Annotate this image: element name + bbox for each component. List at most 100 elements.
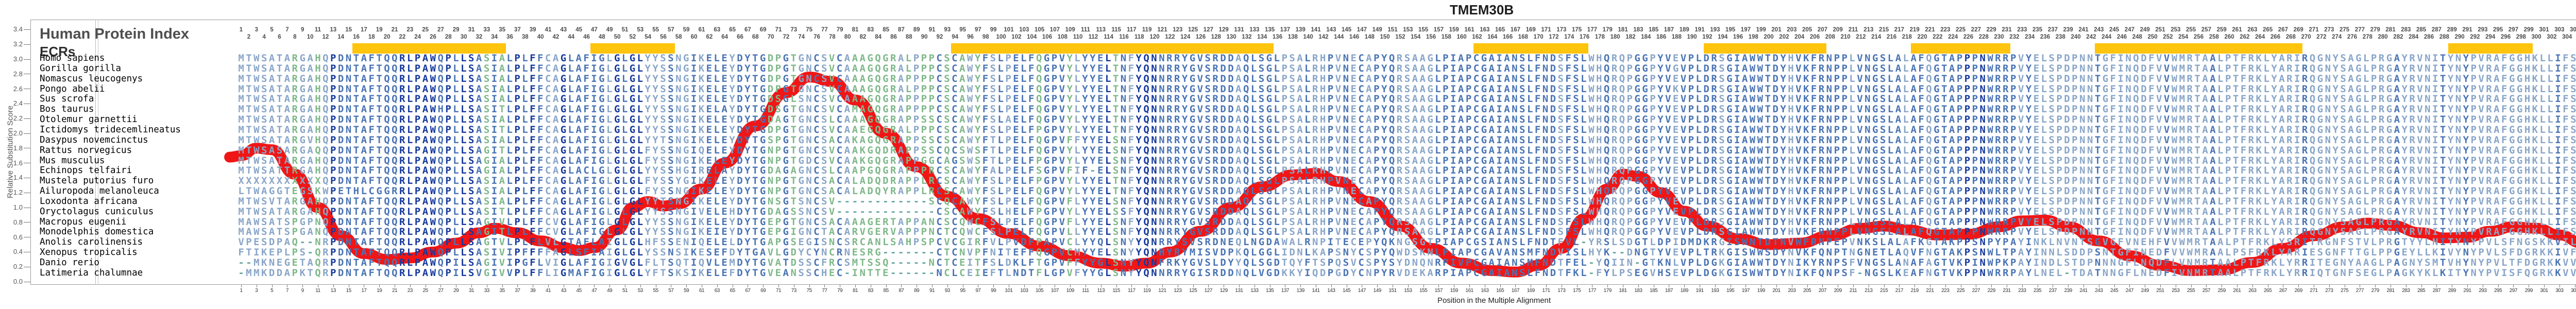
x-tick: [1807, 285, 1808, 287]
ecr-bar: [352, 43, 506, 54]
x-tick: [763, 285, 764, 287]
x-tick-label: 227: [1972, 288, 1980, 294]
top-ruler-number: 88: [905, 33, 912, 40]
top-ruler-number: 178: [1595, 33, 1605, 40]
x-tick-label: 105: [1036, 288, 1044, 294]
x-tick: [1638, 285, 1639, 287]
top-ruler-number: 293: [2478, 27, 2488, 33]
y-tick-label: 2.4: [13, 99, 23, 108]
x-tick-label: 193: [1711, 288, 1719, 294]
top-ruler-number: 80: [844, 33, 851, 40]
species-label: Gorilla gorilla: [40, 63, 122, 74]
top-ruler-number: 262: [2240, 33, 2250, 40]
top-ruler-number: 218: [1902, 33, 1912, 40]
species-label: Ailuropoda melanoleuca: [40, 186, 159, 197]
top-ruler-number: 157: [1433, 27, 1444, 33]
top-ruler-number: 237: [2047, 27, 2058, 33]
top-ruler-number: 215: [1879, 27, 1889, 33]
top-ruler-number: 25: [422, 27, 429, 33]
x-tick: [1162, 285, 1163, 287]
x-tick-label: 111: [1082, 288, 1089, 294]
top-ruler-number: 92: [936, 33, 943, 40]
top-ruler-number: 241: [2078, 27, 2089, 33]
top-ruler-number: 243: [2094, 27, 2104, 33]
top-ruler-number: 68: [752, 33, 759, 40]
top-ruler-number: 257: [2201, 27, 2211, 33]
top-ruler-number: 139: [1295, 27, 1306, 33]
y-tick-label: 1.6: [13, 159, 23, 167]
top-ruler-number: 183: [1633, 27, 1643, 33]
x-tick-label: 27: [438, 288, 444, 294]
x-tick-label: 131: [1235, 288, 1243, 294]
top-ruler-number: 185: [1649, 27, 1659, 33]
x-tick-label: 91: [929, 288, 935, 294]
species-label: Ictidomys tridecemlineatus: [40, 124, 181, 135]
x-tick: [1208, 285, 1209, 287]
x-tick-label: 295: [2494, 288, 2502, 294]
panel-heading: Human Protein Index: [40, 26, 190, 42]
x-tick-label: 251: [2156, 288, 2164, 294]
x-tick-label: 141: [1312, 288, 1320, 294]
species-label: Macropus eugenii: [40, 216, 127, 227]
y-tick-label: 3.2: [13, 40, 23, 48]
x-tick: [1469, 285, 1470, 287]
x-tick: [440, 285, 442, 287]
top-ruler-number: 189: [1679, 27, 1689, 33]
x-tick-label: 165: [1496, 288, 1504, 294]
x-tick-label: 35: [499, 288, 505, 294]
top-ruler-number: 124: [1180, 33, 1191, 40]
plot-border: [30, 20, 2576, 285]
x-tick-label: 289: [2448, 288, 2456, 294]
x-tick: [2068, 285, 2069, 287]
top-ruler-number: 296: [2500, 33, 2511, 40]
x-tick: [2513, 285, 2514, 287]
species-label: Echinops telfairi: [40, 165, 132, 176]
x-tick: [717, 285, 718, 287]
top-ruler-number: 188: [1671, 33, 1682, 40]
species-label: Pongo abelii: [40, 83, 105, 94]
x-tick-label: 235: [2033, 288, 2042, 294]
x-tick-label: 137: [1281, 288, 1290, 294]
x-tick-label: 43: [561, 288, 567, 294]
top-ruler-number: 232: [2009, 33, 2020, 40]
x-tick: [778, 285, 779, 287]
y-tick-label: 3.0: [13, 55, 23, 63]
top-ruler-number: 272: [2316, 33, 2327, 40]
top-ruler-number: 211: [1848, 27, 1858, 33]
y-tick-label: 1.0: [13, 203, 23, 211]
x-tick-label: 123: [1174, 288, 1182, 294]
y-tick-label: 0.8: [13, 218, 23, 226]
top-ruler-number: 113: [1096, 27, 1106, 33]
top-ruler-number: 133: [1249, 27, 1260, 33]
x-tick: [1853, 285, 1854, 287]
top-ruler-number: 177: [1587, 27, 1597, 33]
top-ruler-number: 165: [1495, 27, 1505, 33]
top-ruler-number: 155: [1418, 27, 1429, 33]
y-tick-label: 0.0: [13, 278, 23, 285]
top-ruler-number: 268: [2285, 33, 2296, 40]
top-ruler-number: 270: [2301, 33, 2311, 40]
x-tick: [932, 285, 933, 287]
top-ruler-number: 277: [2354, 27, 2365, 33]
top-ruler-number: 66: [737, 33, 743, 40]
top-ruler-number: 115: [1111, 27, 1121, 33]
x-tick: [2191, 285, 2192, 287]
x-tick: [2298, 285, 2299, 287]
top-ruler-number: 83: [867, 27, 874, 33]
x-tick: [2329, 285, 2330, 287]
top-ruler-number: 213: [1863, 27, 1874, 33]
top-ruler-number: 9: [300, 27, 304, 33]
top-ruler-number: 238: [2055, 33, 2065, 40]
top-ruler-number: 266: [2270, 33, 2281, 40]
top-ruler-number: 76: [814, 33, 820, 40]
y-tick-label: 0.6: [13, 233, 23, 241]
top-ruler-number: 169: [1526, 27, 1536, 33]
x-tick: [993, 285, 994, 287]
x-tick-label: 259: [2217, 288, 2226, 294]
x-tick-label: 239: [2064, 288, 2073, 294]
x-tick: [1024, 285, 1025, 287]
x-tick-label: 211: [1849, 288, 1857, 294]
